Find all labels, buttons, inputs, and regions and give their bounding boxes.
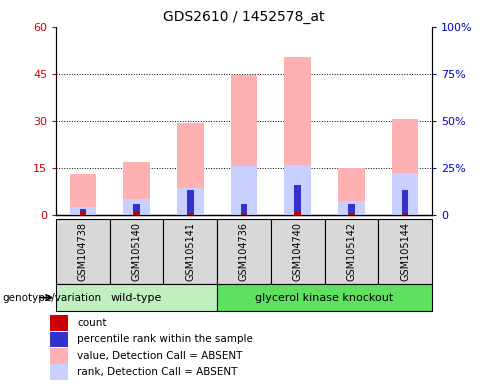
Bar — [392, 119, 419, 215]
Bar — [70, 207, 97, 215]
Bar — [123, 199, 150, 215]
Text: genotype/variation: genotype/variation — [2, 293, 102, 303]
Bar — [80, 211, 86, 215]
Bar — [50, 364, 67, 380]
Text: wild-type: wild-type — [111, 293, 163, 303]
Bar — [402, 212, 408, 215]
Bar — [241, 204, 247, 215]
Text: GSM105141: GSM105141 — [185, 222, 195, 281]
Bar — [271, 219, 325, 284]
Title: GDS2610 / 1452578_at: GDS2610 / 1452578_at — [163, 10, 325, 25]
Bar — [133, 211, 140, 215]
Text: GSM105142: GSM105142 — [346, 222, 356, 281]
Text: GSM104738: GSM104738 — [78, 222, 88, 281]
Bar — [230, 76, 258, 215]
Text: rank, Detection Call = ABSENT: rank, Detection Call = ABSENT — [77, 367, 238, 377]
Bar — [284, 57, 311, 215]
Bar — [338, 168, 365, 215]
Bar — [402, 190, 408, 215]
Bar — [217, 284, 432, 311]
Text: value, Detection Call = ABSENT: value, Detection Call = ABSENT — [77, 351, 243, 361]
Bar — [187, 212, 194, 215]
Bar — [133, 204, 140, 215]
Bar — [338, 201, 365, 215]
Bar — [50, 331, 67, 347]
Bar — [177, 189, 204, 215]
Bar — [348, 212, 355, 215]
Bar — [50, 315, 67, 331]
Bar — [230, 166, 258, 215]
Bar — [177, 122, 204, 215]
Bar — [392, 173, 419, 215]
Text: GSM104736: GSM104736 — [239, 222, 249, 281]
Bar — [378, 219, 432, 284]
Bar — [163, 219, 217, 284]
Bar — [294, 211, 301, 215]
Bar — [80, 209, 86, 215]
Bar — [294, 185, 301, 215]
Bar — [348, 204, 355, 215]
Bar — [284, 165, 311, 215]
Text: GSM105140: GSM105140 — [132, 222, 142, 281]
Bar — [56, 219, 110, 284]
Bar — [123, 162, 150, 215]
Bar — [110, 219, 163, 284]
Text: GSM104740: GSM104740 — [293, 222, 303, 281]
Text: percentile rank within the sample: percentile rank within the sample — [77, 334, 253, 344]
Bar — [70, 174, 97, 215]
Bar — [217, 219, 271, 284]
Text: count: count — [77, 318, 107, 328]
Bar — [56, 284, 217, 311]
Bar — [241, 212, 247, 215]
Bar — [50, 348, 67, 364]
Bar — [325, 219, 378, 284]
Text: glycerol kinase knockout: glycerol kinase knockout — [255, 293, 394, 303]
Bar — [187, 190, 194, 215]
Text: GSM105144: GSM105144 — [400, 222, 410, 281]
